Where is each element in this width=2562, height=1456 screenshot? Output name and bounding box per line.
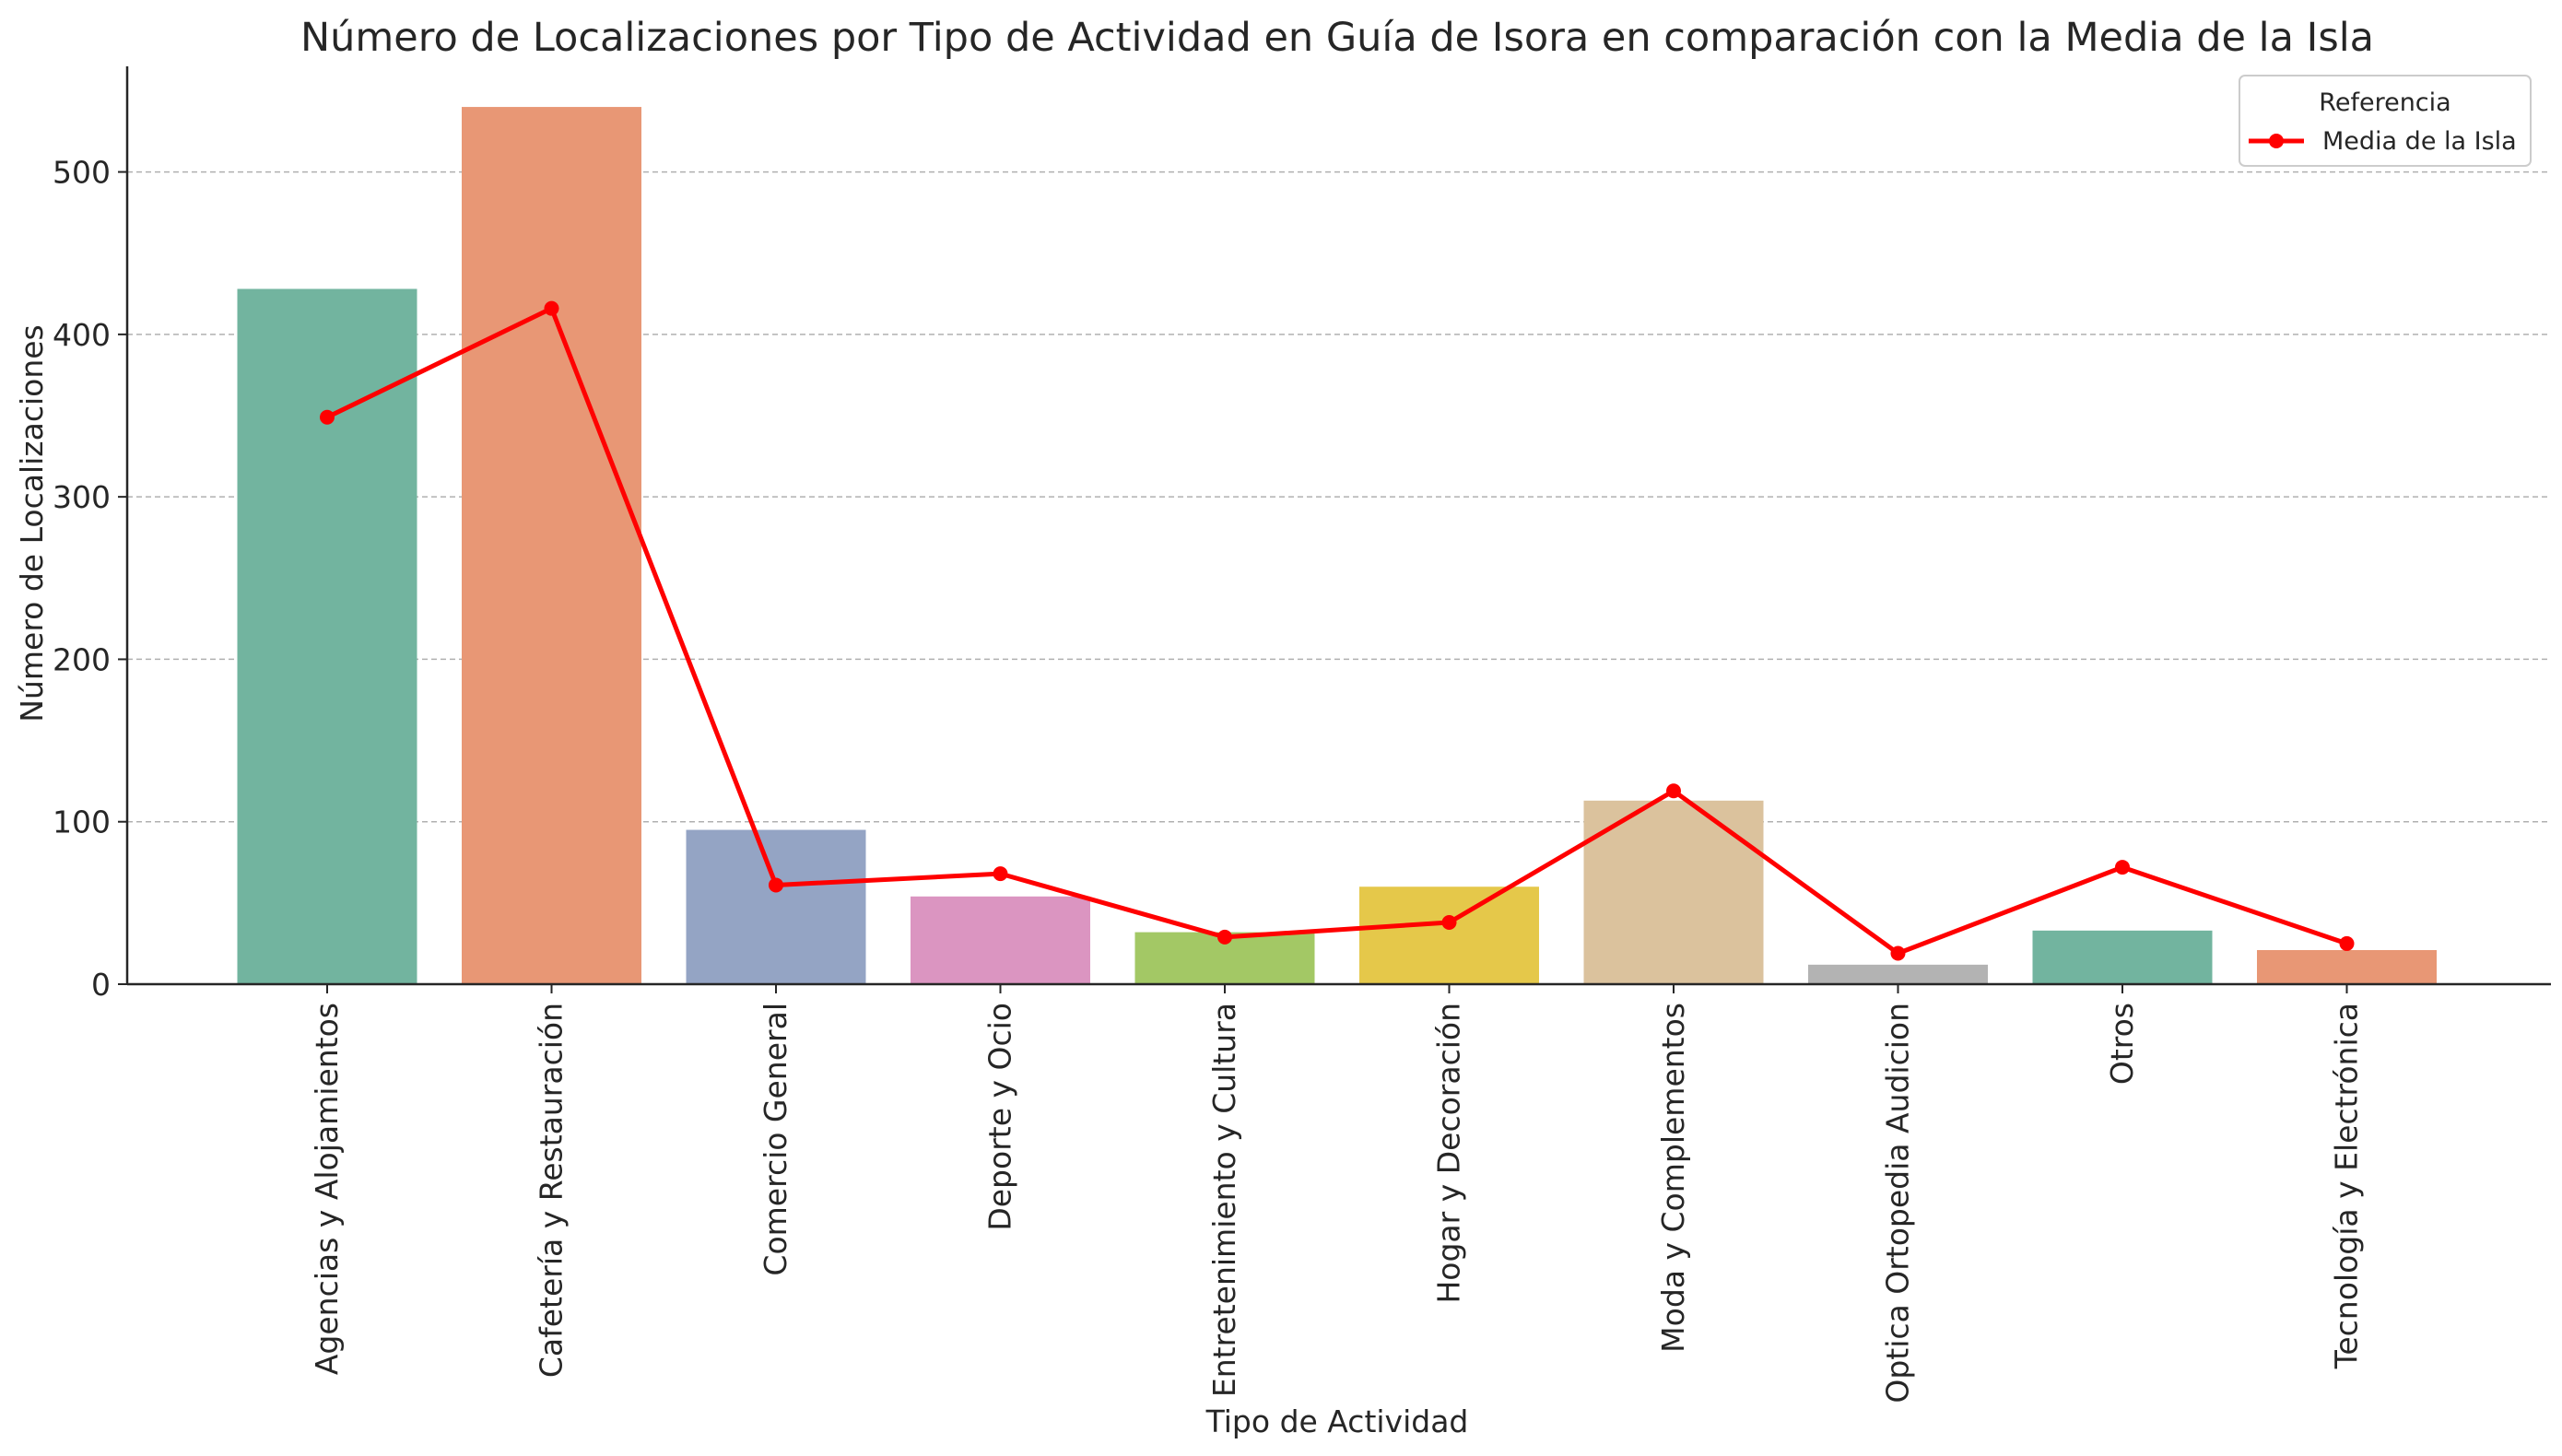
x-tick-label: Deporte y Ocio (982, 1003, 1018, 1231)
bar (1583, 800, 1764, 984)
x-axis-label: Tipo de Actividad (1205, 1403, 1469, 1439)
y-tick-label: 300 (53, 479, 111, 515)
y-tick-labels: 0 100 200 300 400 500 (53, 155, 127, 1003)
chart-title: Número de Localizaciones por Tipo de Act… (300, 15, 2374, 61)
series-point (2339, 935, 2355, 951)
bar (2257, 949, 2437, 984)
bar (237, 288, 417, 985)
bar (462, 107, 641, 984)
y-tick-label: 0 (91, 967, 111, 1003)
series-point (1890, 945, 1906, 961)
x-tick-label: Entretenimiento y Cultura (1206, 1003, 1242, 1397)
grid-lines (127, 170, 2551, 823)
series-line-media (325, 306, 2348, 957)
y-axis-label: Número de Localizaciones (14, 324, 50, 722)
series-point (320, 409, 335, 425)
series-point (993, 866, 1008, 882)
bar (911, 896, 1090, 984)
series-point (769, 877, 783, 893)
y-tick-label: 400 (53, 317, 111, 353)
bar (1808, 964, 1988, 984)
y-tick-label: 100 (53, 804, 111, 840)
series-point (1217, 929, 1232, 945)
bars (237, 107, 2437, 985)
series-point (2115, 860, 2130, 875)
legend-box (2239, 75, 2532, 167)
x-tick-label: Agencias y Alojamientos (309, 1003, 345, 1375)
x-tick-label: Comercio General (758, 1003, 793, 1276)
series-point (544, 300, 559, 316)
x-tick-label: Hogar y Decoración (1431, 1003, 1467, 1304)
bar (2032, 930, 2213, 984)
legend: Referencia Media de la Isla (2239, 75, 2532, 167)
y-tick-label: 200 (53, 641, 111, 677)
x-tick-labels: Agencias y Alojamientos Cafetería y Resta… (309, 984, 2365, 1403)
series-line-group (320, 300, 2355, 961)
x-tick-label: Tecnología y Electrónica (2329, 1003, 2365, 1369)
legend-label-media: Media de la Isla (2322, 127, 2517, 156)
y-tick-label: 500 (53, 155, 111, 191)
series-point (1441, 915, 1457, 931)
series-point (1666, 783, 1681, 799)
x-tick-label: Cafetería y Restauración (534, 1003, 570, 1378)
x-tick-label: Otros (2104, 1003, 2140, 1085)
x-tick-label: Optica Ortopedia Audicion (1880, 1003, 1916, 1403)
bar (1359, 887, 1539, 984)
legend-marker-swatch (2269, 134, 2284, 148)
axes (125, 66, 2551, 986)
x-tick-label: Moda y Complementos (1655, 1003, 1691, 1353)
bar (686, 829, 866, 984)
legend-title: Referencia (2319, 88, 2450, 117)
